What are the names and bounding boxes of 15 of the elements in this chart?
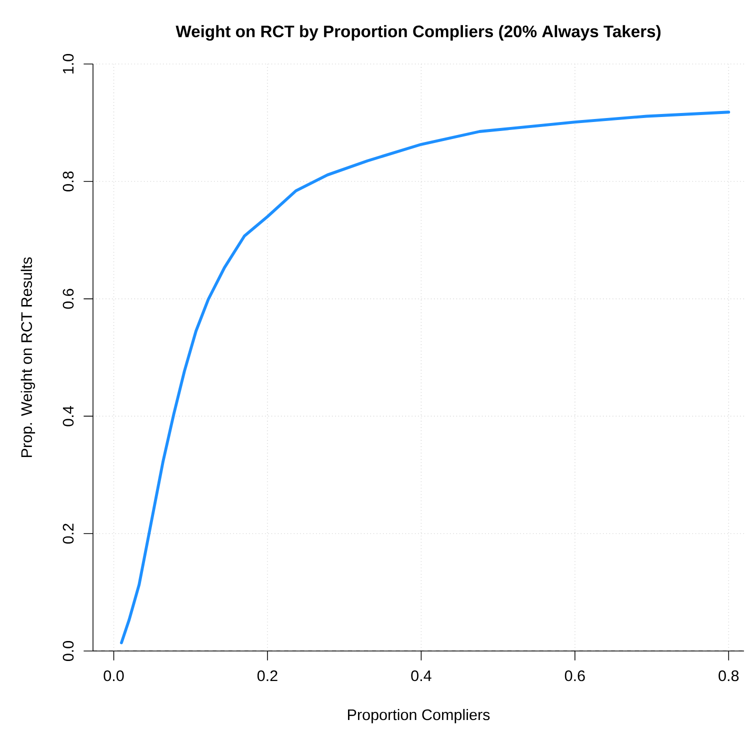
x-tick-label: 0.2 (257, 670, 278, 682)
x-axis-title: Proportion Compliers (348, 708, 490, 724)
y-tick-label: 1.0 (62, 54, 74, 74)
x-tick-label: 0.4 (411, 670, 432, 682)
y-tick-label: 0.4 (62, 406, 74, 426)
y-tick-label: 0.8 (62, 171, 74, 192)
y-tick-label: 0.6 (62, 288, 74, 309)
y-tick-label: 0.0 (62, 640, 74, 662)
x-tick-label: 0.6 (564, 670, 585, 682)
y-axis-title: Prop. Weight on RCT Results (20, 257, 36, 457)
line-series (120, 110, 730, 644)
y-tick-label: 0.2 (62, 524, 74, 544)
chart-title: Weight on RCT by Proportion Compliers (20% Always Takers) (176, 25, 660, 41)
x-tick-label: 0.8 (718, 670, 739, 682)
x-tick-label: 0.0 (104, 670, 124, 682)
